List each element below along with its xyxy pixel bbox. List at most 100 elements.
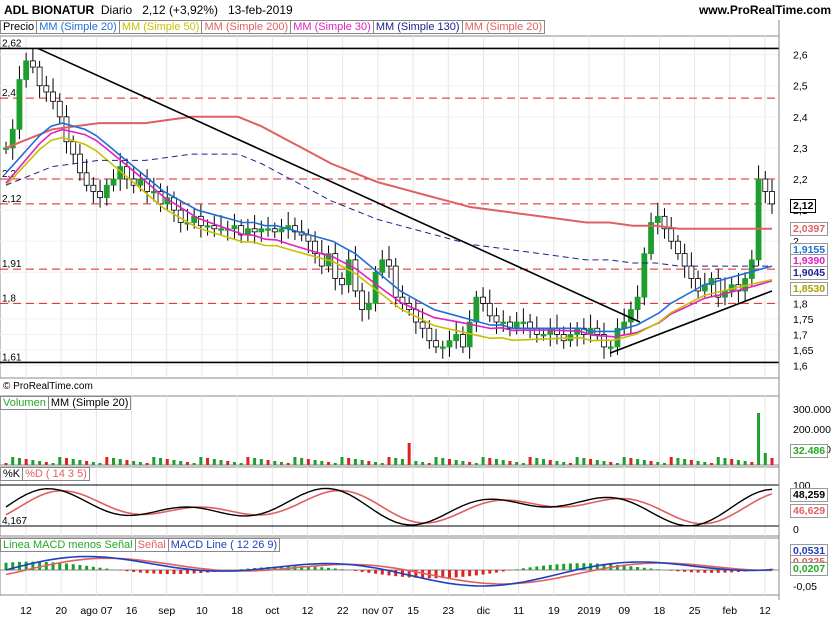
candle-body: [278, 228, 285, 233]
price-legend-3[interactable]: MM (Simple 200): [201, 20, 292, 34]
x-tick-label: 15: [407, 605, 419, 617]
stoch-legend-1[interactable]: %D ( 14 3 5): [22, 467, 90, 481]
volume-bar: [138, 462, 142, 465]
macd-hist-bar: [38, 561, 42, 570]
price-legend-1[interactable]: MM (Simple 20): [36, 20, 120, 34]
volume-bar: [542, 459, 546, 465]
volume-bar: [710, 463, 714, 465]
macd-hist-bar: [602, 563, 606, 570]
candle-body: [439, 346, 446, 349]
x-tick-label: 09: [618, 605, 630, 617]
candle-body: [258, 228, 265, 233]
volume-bar: [414, 461, 418, 465]
candle-body: [137, 178, 144, 186]
volume-bar: [125, 460, 129, 465]
volume-bar: [427, 463, 431, 465]
price-legend: Precio MM (Simple 20) MM (Simple 50) MM (Si…: [0, 20, 546, 34]
volume-bar: [185, 462, 189, 465]
volume-legend-1[interactable]: MM (Simple 20): [47, 396, 132, 410]
up-trendline: [609, 290, 773, 354]
y-tick-label: 2: [793, 236, 799, 248]
candle-body: [614, 327, 621, 348]
volume-bar: [44, 462, 48, 465]
macd-hist-bar: [64, 563, 68, 570]
volume-bar: [474, 463, 478, 465]
price-legend-5[interactable]: MM (Simple 130): [372, 20, 463, 34]
candle-body: [520, 321, 527, 324]
macd-legend-1[interactable]: Señal: [134, 538, 169, 552]
volume-bar: [11, 457, 15, 465]
volume-legend-0[interactable]: Volumen: [0, 396, 49, 410]
macd-hist-bar: [105, 568, 109, 570]
candle-body: [675, 240, 681, 255]
macd-hist-bar: [447, 570, 451, 578]
macd-hist-bar: [192, 570, 196, 574]
candle-body: [547, 327, 554, 335]
candle-body: [157, 191, 164, 205]
candle-body: [648, 222, 654, 255]
volume-bar: [306, 459, 310, 465]
volume-bar: [461, 461, 465, 465]
macd-hist-bar: [689, 570, 693, 573]
candle-body: [661, 215, 668, 230]
macd-legend-0[interactable]: Linea MACD menos Señal: [0, 538, 136, 552]
x-tick-label: 18: [654, 605, 666, 617]
volume-bar: [615, 463, 619, 465]
volume-bar: [24, 459, 28, 465]
volume-bar: [98, 463, 102, 465]
stoch-left-label: 4,167: [2, 516, 27, 527]
level-label: 1,61: [2, 352, 22, 363]
volume-bar: [179, 461, 183, 465]
volume-bar: [112, 458, 116, 465]
volume-bar: [636, 459, 640, 465]
macd-hist-bar: [474, 570, 478, 576]
macd-hist-bar: [562, 563, 566, 570]
sma130-line: [5, 153, 772, 267]
macd-hist-bar: [374, 570, 378, 574]
price-legend-0[interactable]: Precio: [0, 20, 38, 34]
candle-body: [392, 265, 399, 298]
volume-bar: [380, 463, 384, 465]
macd-hist-bar: [582, 563, 586, 570]
candle-body: [211, 225, 218, 230]
candle-body: [9, 128, 16, 149]
macd-legend-2[interactable]: MACD Line ( 12 26 9): [167, 538, 281, 552]
stoch-legend-0[interactable]: %K: [0, 467, 24, 481]
tag-sma200: 2,0397: [790, 222, 829, 236]
volume-bar: [31, 460, 35, 465]
macd-hist-bar: [495, 570, 499, 573]
x-tick-label: 12: [20, 605, 32, 617]
volume-bar: [367, 461, 371, 465]
macd-hist-bar: [58, 562, 62, 570]
volume-bar: [750, 462, 754, 465]
x-tick-label: 2019: [577, 605, 601, 617]
price-legend-2[interactable]: MM (Simple 50): [118, 20, 203, 34]
volume-bar: [239, 463, 243, 465]
stoch-d-line: [5, 489, 773, 525]
y-tick-label: 1,8: [793, 298, 808, 310]
candle-body: [634, 296, 641, 310]
volume-bar: [434, 457, 438, 465]
macd-hist-bar: [165, 570, 169, 575]
volume-bar: [582, 458, 586, 465]
candle-body: [97, 191, 103, 199]
site-url[interactable]: www.ProRealTime.com: [698, 3, 831, 17]
candle-body: [621, 321, 628, 329]
macd-hist-bar: [454, 570, 458, 578]
candle-body: [271, 228, 278, 233]
price-legend-4[interactable]: MM (Simple 30): [290, 20, 374, 34]
level-label: 1,8: [2, 293, 16, 304]
x-tick-label: 23: [442, 605, 454, 617]
macd-hist-bar: [407, 570, 411, 578]
volume-bar: [232, 462, 236, 465]
volume-bar: [279, 462, 283, 465]
macd-hist-bar: [159, 570, 163, 574]
macd-hist-bar: [273, 566, 277, 570]
price-legend-6[interactable]: MM (Simple 20): [461, 20, 546, 34]
volume-bar: [763, 453, 767, 465]
x-tick-label: sep: [158, 605, 175, 617]
macd-hist-bar: [327, 567, 331, 570]
volume-bar: [535, 458, 539, 465]
volume-bar: [327, 462, 331, 465]
volume-bar: [226, 461, 230, 465]
